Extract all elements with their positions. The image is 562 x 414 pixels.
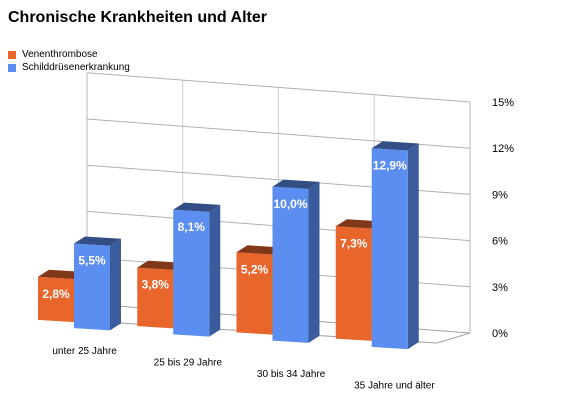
bar-side-schilddr-senerkrankung bbox=[407, 143, 419, 350]
x-tick-label: unter 25 Jahre bbox=[52, 346, 117, 357]
y-tick-label: 9% bbox=[492, 189, 508, 201]
x-tick-label: 30 bis 34 Jahre bbox=[257, 369, 326, 380]
bar-venenthrombose bbox=[38, 276, 74, 323]
x-tick-label: 35 Jahre und älter bbox=[354, 380, 435, 391]
bar-schilddr-senerkrankung bbox=[173, 209, 210, 337]
floor-right-edge bbox=[436, 332, 471, 344]
chart-title: Chronische Krankheiten und Alter bbox=[8, 9, 267, 26]
data-label-schilddr-senerkrankung: 10,0% bbox=[273, 197, 307, 211]
bar-top-venenthrombose bbox=[137, 260, 185, 270]
y-tick-label: 6% bbox=[492, 236, 508, 248]
legend: Venenthrombose Schilddrüsenerkrankung bbox=[8, 48, 130, 74]
legend-item-schilddruesenerkrankung: Schilddrüsenerkrankung bbox=[8, 61, 130, 74]
legend-label-venenthrombose: Venenthrombose bbox=[22, 49, 98, 60]
data-label-schilddr-senerkrankung: 8,1% bbox=[178, 220, 206, 234]
data-label-venenthrombose: 7,3% bbox=[340, 236, 368, 250]
data-label-venenthrombose: 2,8% bbox=[42, 287, 70, 301]
grid-line bbox=[86, 72, 471, 103]
data-label-schilddr-senerkrankung: 12,9% bbox=[373, 158, 407, 172]
bar-top-schilddr-senerkrankung bbox=[74, 236, 121, 246]
legend-swatch-schilddruesenerkrankung bbox=[8, 63, 16, 72]
bar-side-schilddr-senerkrankung bbox=[308, 181, 320, 343]
y-tick-label: 15% bbox=[492, 97, 514, 109]
x-tick-label: 25 bis 29 Jahre bbox=[154, 357, 223, 368]
y-tick-label: 3% bbox=[492, 282, 508, 294]
bar-top-schilddr-senerkrankung bbox=[371, 141, 419, 151]
bar-schilddr-senerkrankung bbox=[272, 186, 309, 343]
bar-top-schilddr-senerkrankung bbox=[272, 179, 320, 189]
bar-venenthrombose bbox=[236, 252, 273, 335]
bar-top-venenthrombose bbox=[38, 269, 85, 280]
legend-item-venenthrombose: Venenthrombose bbox=[8, 48, 130, 61]
bar-schilddr-senerkrankung bbox=[74, 243, 110, 331]
legend-swatch-venenthrombose bbox=[8, 50, 16, 59]
bar-top-schilddr-senerkrankung bbox=[173, 202, 221, 212]
data-label-venenthrombose: 5,2% bbox=[241, 262, 269, 276]
bar-top-venenthrombose bbox=[335, 219, 383, 229]
bar-side-schilddr-senerkrankung bbox=[110, 238, 121, 331]
data-label-schilddr-senerkrankung: 5,5% bbox=[78, 254, 106, 268]
bar-venenthrombose bbox=[137, 267, 174, 329]
y-tick-label: 12% bbox=[492, 143, 514, 155]
bar-side-schilddr-senerkrankung bbox=[209, 204, 221, 337]
bar-venenthrombose bbox=[335, 226, 372, 341]
data-label-venenthrombose: 3,8% bbox=[142, 278, 170, 292]
y-tick-label: 0% bbox=[492, 328, 508, 340]
bar-top-venenthrombose bbox=[236, 245, 284, 255]
bar-schilddr-senerkrankung bbox=[371, 148, 408, 350]
legend-label-schilddruesenerkrankung: Schilddrüsenerkrankung bbox=[22, 62, 130, 73]
